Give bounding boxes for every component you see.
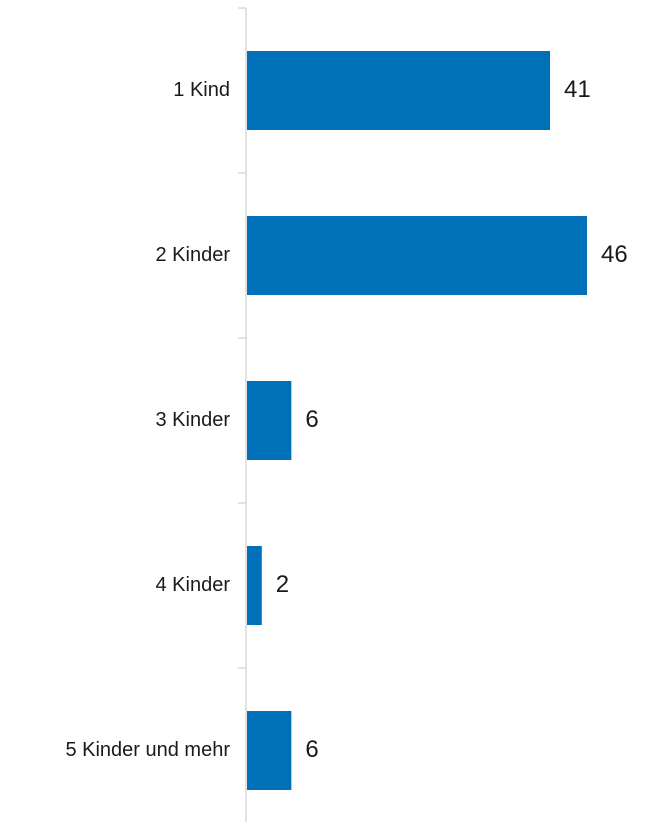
bar[interactable] [247, 381, 292, 460]
data-label: 6 [305, 736, 318, 763]
axis-layer [238, 7, 247, 822]
category-label: 1 Kind [173, 79, 230, 101]
bar[interactable] [247, 216, 587, 295]
bar[interactable] [247, 546, 262, 625]
data-label: 2 [276, 571, 289, 598]
category-label: 3 Kinder [156, 409, 231, 431]
category-label: 5 Kinder und mehr [65, 739, 230, 761]
category-label: 4 Kinder [156, 574, 231, 596]
data-label: 41 [564, 76, 591, 103]
bar[interactable] [247, 51, 551, 130]
category-label: 2 Kinder [156, 244, 231, 266]
data-label: 6 [305, 406, 318, 433]
data-label: 46 [601, 241, 628, 268]
bar[interactable] [247, 711, 292, 790]
bars-layer [247, 51, 587, 790]
labels-layer: 1 Kind 41 2 Kinder 46 3 Kinder 6 4 Kinder 2 5 Ki… [65, 76, 627, 763]
